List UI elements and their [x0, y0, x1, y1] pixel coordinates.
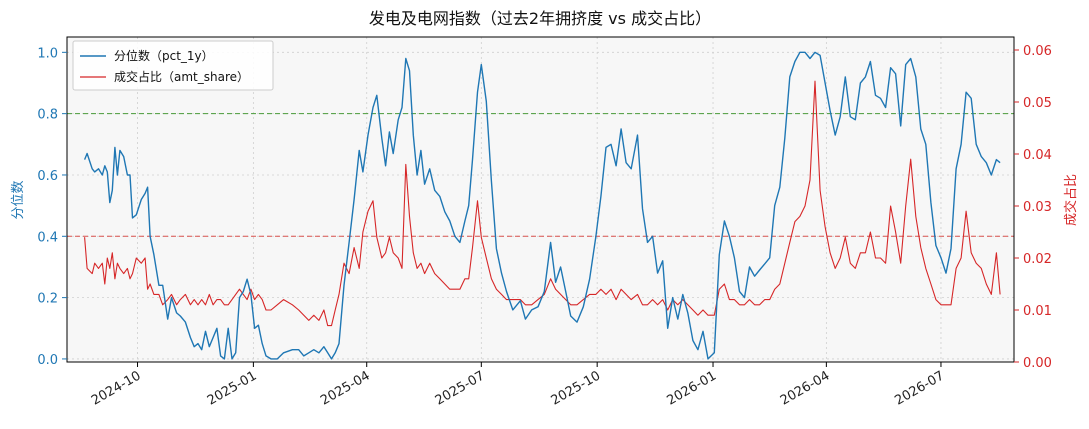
- legend-box: [72, 40, 274, 91]
- x-tick-label: 2025-04: [318, 368, 373, 408]
- x-tick-label: 2024-10: [89, 368, 144, 408]
- chart-title: 发电及电网指数（过去2年拥挤度 vs 成交占比）: [369, 9, 711, 28]
- y-axis-left: 0.0 0.2 0.4 0.6 0.8 1.0: [37, 46, 67, 368]
- y-axis-right-label: 成交占比: [1063, 174, 1079, 226]
- legend-label-pct: 分位数（pct_1y）: [114, 48, 214, 63]
- legend-label-amt: 成交占比（amt_share）: [114, 69, 249, 84]
- y-right-tick-label: 0.00: [1023, 356, 1052, 371]
- y-right-tick-label: 0.05: [1023, 96, 1052, 111]
- reference-lines: [67, 113, 1014, 237]
- legend: 分位数（pct_1y） 成交占比（amt_share）: [72, 40, 274, 91]
- y-left-tick-label: 1.0: [37, 46, 58, 61]
- y-axis-left-label: 分位数: [11, 180, 26, 219]
- y-left-tick-label: 0.2: [37, 292, 58, 307]
- series-line-pct: [83, 51, 1001, 360]
- x-axis: 2024-10 2025-01 2025-04 2025-07 2025-10 2026-…: [89, 362, 947, 409]
- series-layer: [83, 51, 1001, 360]
- y-axis-right: 0.00 0.01 0.02 0.03 0.04 0.05 0.06: [1014, 44, 1052, 371]
- y-left-tick-label: 0.4: [37, 230, 58, 245]
- y-right-tick-label: 0.04: [1023, 148, 1052, 163]
- x-tick-label: 2026-01: [664, 368, 719, 408]
- x-tick-label: 2025-07: [433, 368, 488, 408]
- y-right-tick-label: 0.06: [1023, 44, 1052, 59]
- series-line-amt-share: [84, 80, 1001, 327]
- y-left-tick-label: 0.0: [37, 353, 58, 368]
- grid: [67, 37, 1014, 362]
- y-right-tick-label: 0.03: [1023, 200, 1052, 215]
- y-left-tick-label: 0.6: [37, 169, 58, 184]
- y-right-tick-label: 0.02: [1023, 252, 1052, 267]
- plot-frame: [66, 36, 1015, 363]
- y-right-tick-label: 0.01: [1023, 304, 1052, 319]
- plot-background: [67, 37, 1014, 362]
- x-tick-label: 2025-10: [549, 368, 604, 408]
- x-tick-label: 2025-01: [205, 368, 260, 408]
- y-left-tick-label: 0.8: [37, 108, 58, 123]
- x-tick-label: 2026-07: [892, 368, 947, 408]
- x-tick-label: 2026-04: [778, 368, 833, 408]
